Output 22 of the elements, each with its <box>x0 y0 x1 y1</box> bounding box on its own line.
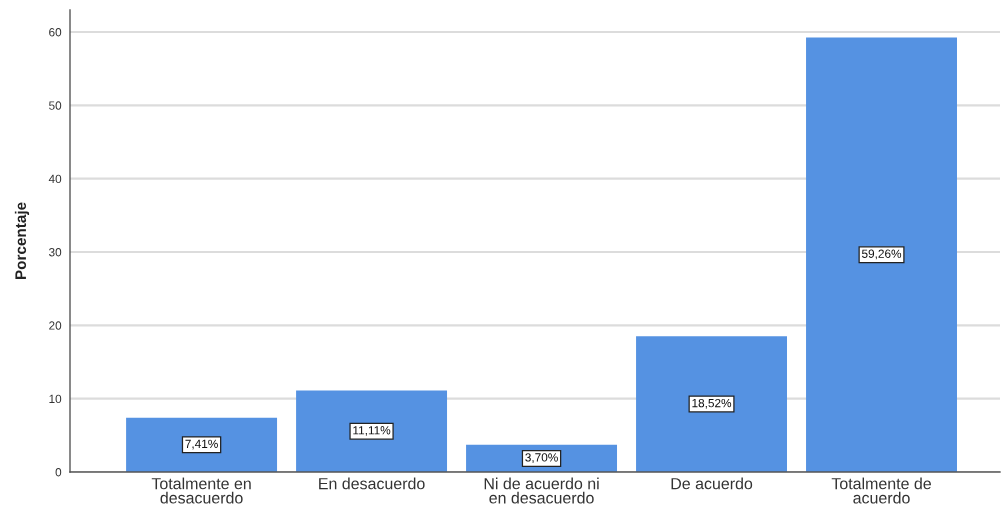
bar <box>806 37 957 472</box>
y-tick-label: 20 <box>49 321 62 330</box>
x-tick-label: Ni de acuerdo ni en desacuerdo <box>484 477 599 504</box>
y-tick-label: 30 <box>48 248 62 257</box>
x-tick-label: Totalmente en desacuerdo <box>151 477 251 504</box>
data-label: 18,52% <box>692 398 732 409</box>
x-tick-label: En desacuerdo <box>319 477 425 490</box>
y-tick-label: 10 <box>49 394 62 404</box>
data-label: 7,41% <box>185 439 218 450</box>
y-tick-label: 0 <box>55 468 62 477</box>
data-label: 3,70% <box>525 453 558 463</box>
y-tick-label: 60 <box>49 28 62 37</box>
bar <box>636 336 788 472</box>
bar <box>296 390 448 472</box>
y-tick-label: 40 <box>48 174 62 184</box>
bar <box>126 417 278 472</box>
x-tick-label: De acuerdo <box>671 477 753 490</box>
y-tick-label: 50 <box>49 101 62 110</box>
y-axis-title: Porcentaje <box>14 202 30 280</box>
x-tick-label: Totalmente de acuerdo <box>831 477 931 504</box>
data-label: 59,26% <box>861 249 902 260</box>
data-label: 11,11% <box>353 426 391 436</box>
